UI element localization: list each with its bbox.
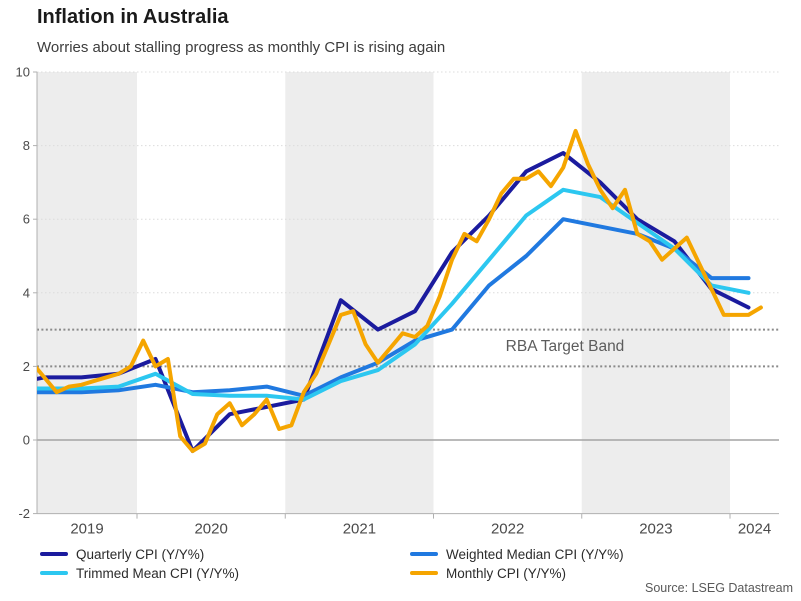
legend-item-2: Trimmed Mean CPI (Y/Y%): [40, 565, 410, 581]
y-tick-label: 8: [23, 138, 30, 153]
y-tick-label: 2: [23, 359, 30, 374]
legend-swatch-icon: [40, 571, 68, 575]
chart-subtitle: Worries about stalling progress as month…: [37, 39, 446, 56]
x-year-label-2019: 2019: [70, 521, 103, 538]
year-band-2023: [581, 72, 730, 514]
legend-swatch-icon: [410, 552, 438, 556]
y-tick-label: 0: [23, 433, 30, 448]
x-year-label-2024: 2024: [738, 521, 771, 538]
chart-legend: Quarterly CPI (Y/Y%) Weighted Median CPI …: [40, 546, 624, 581]
y-tick-label: 4: [23, 285, 30, 300]
legend-label: Monthly CPI (Y/Y%): [446, 565, 567, 581]
x-year-label-2021: 2021: [343, 521, 376, 538]
legend-label: Trimmed Mean CPI (Y/Y%): [76, 565, 240, 581]
y-tick-label: -2: [18, 506, 30, 521]
series-line-monthly-cpi-y-y: [37, 128, 763, 453]
legend-swatch-icon: [40, 552, 68, 556]
legend-label: Weighted Median CPI (Y/Y%): [446, 546, 624, 562]
x-year-label-2023: 2023: [639, 521, 672, 538]
chart-title: Inflation in Australia: [37, 6, 229, 28]
series-line-quarterly-cpi-y-y: [37, 151, 751, 453]
legend-item-3: Monthly CPI (Y/Y%): [410, 565, 624, 581]
legend-item-0: Quarterly CPI (Y/Y%): [40, 546, 410, 562]
y-tick-label: 10: [16, 65, 30, 80]
legend-label: Quarterly CPI (Y/Y%): [76, 546, 205, 562]
x-year-label-2020: 2020: [194, 521, 227, 538]
year-band-2021: [285, 72, 434, 514]
x-year-label-2022: 2022: [491, 521, 524, 538]
legend-item-1: Weighted Median CPI (Y/Y%): [410, 546, 624, 562]
source-note: Source: LSEG Datastream: [645, 581, 793, 595]
legend-swatch-icon: [410, 571, 438, 575]
series-line-trimmed-mean-cpi-y-y: [37, 187, 751, 402]
rba-target-band-label: RBA Target Band: [505, 338, 625, 355]
y-tick-label: 6: [23, 212, 30, 227]
